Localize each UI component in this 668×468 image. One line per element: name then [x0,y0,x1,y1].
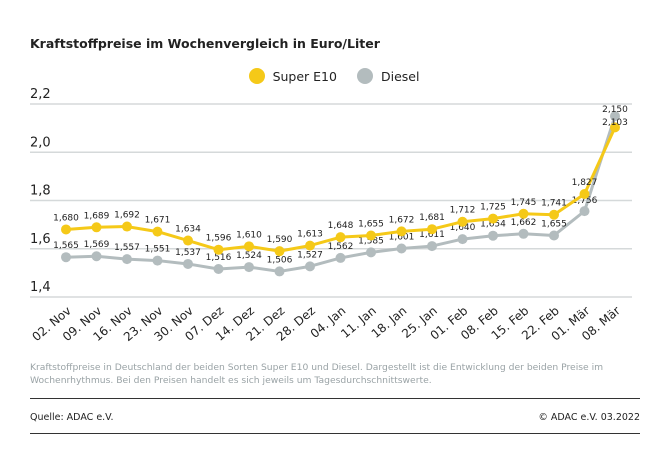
y-tick-label: 1,6 [30,232,51,247]
y-tick-label: 2,0 [30,135,51,150]
legend-item-super-e10: Super E10 [248,68,337,84]
data-label: 1,827 [572,178,598,188]
data-label: 1,692 [114,211,140,221]
legend-marker [248,68,265,84]
data-point [457,234,468,245]
data-point [213,244,224,255]
data-point [244,241,254,252]
data-point [457,216,468,227]
data-point [152,255,163,266]
data-label: 1,557 [114,243,140,253]
data-point [335,232,346,243]
data-label: 1,689 [84,211,110,221]
data-point [91,222,102,233]
data-label: 1,756 [572,196,598,206]
chart-note: Kraftstoffpreise in Deutschland der beid… [30,362,604,386]
y-tick-label: 1,8 [30,184,51,199]
data-label: 2,150 [602,105,628,115]
legend-label: Diesel [380,68,420,84]
data-point [366,247,376,258]
source: Quelle: ADAC e.V. [30,412,114,423]
data-label: 1,655 [358,219,384,229]
data-label: 1,516 [206,253,232,263]
data-label: 1,610 [236,230,262,240]
data-point [305,240,315,251]
data-label: 1,648 [328,221,354,231]
legend-item-diesel: Diesel [356,68,420,84]
data-point [335,252,346,263]
data-point [213,264,224,275]
data-point [244,262,254,273]
data-label: 1,712 [450,206,476,216]
data-label: 1,745 [511,198,537,208]
data-point [488,213,498,224]
data-point [152,226,163,237]
data-label: 1,654 [480,220,506,230]
data-label: 1,680 [53,213,79,223]
data-point [518,228,529,239]
data-point [396,226,407,237]
data-point [549,209,559,220]
data-label: 1,655 [541,219,567,229]
y-tick-label: 1,4 [30,280,51,295]
legend: Super E10 Diesel [0,68,668,84]
data-label: 1,527 [297,250,323,260]
data-point [91,251,102,262]
data-label: 1,551 [145,245,171,255]
chart-title: Kraftstoffpreise im Wochenvergleich in E… [30,36,380,51]
data-point [396,243,407,254]
y-tick-label: 2,2 [30,87,51,102]
data-label: 1,590 [267,235,293,245]
data-point [274,266,285,277]
data-label: 1,681 [419,213,445,223]
data-label: 1,662 [511,218,537,228]
data-label: 1,741 [541,199,567,209]
data-label: 1,725 [480,203,506,213]
data-point [518,208,529,219]
data-point [274,246,285,257]
data-label: 1,613 [297,230,323,240]
data-label: 1,524 [236,251,262,261]
data-point [610,122,620,133]
data-point [122,221,132,232]
data-label: 1,569 [84,240,110,250]
data-label: 1,671 [145,216,171,226]
data-label: 1,672 [389,215,415,225]
divider [30,433,640,434]
data-label: 1,565 [53,241,79,251]
data-label: 1,585 [358,236,384,246]
data-point [549,230,559,241]
data-point [366,230,376,241]
legend-label: Super E10 [272,68,337,84]
data-point [579,188,590,199]
legend-marker [356,68,373,84]
data-label: 1,596 [206,234,232,244]
data-point [488,230,498,241]
data-label: 1,640 [450,223,476,233]
copyright: © ADAC e.V. 03.2022 [538,412,640,423]
data-point [183,258,193,269]
data-point [61,252,71,263]
data-label: 2,103 [602,118,628,128]
data-point [579,206,590,217]
data-label: 1,506 [267,255,293,265]
data-point [122,254,132,265]
data-point [183,235,193,246]
data-label: 1,611 [419,230,445,240]
data-point [427,224,437,235]
data-point [427,241,437,252]
data-label: 1,601 [389,233,415,243]
data-label: 1,537 [175,248,201,258]
divider [30,398,640,399]
data-point [305,261,315,272]
data-label: 1,634 [175,225,201,235]
data-point [61,224,71,235]
data-point [610,111,620,122]
data-label: 1,562 [328,242,354,252]
